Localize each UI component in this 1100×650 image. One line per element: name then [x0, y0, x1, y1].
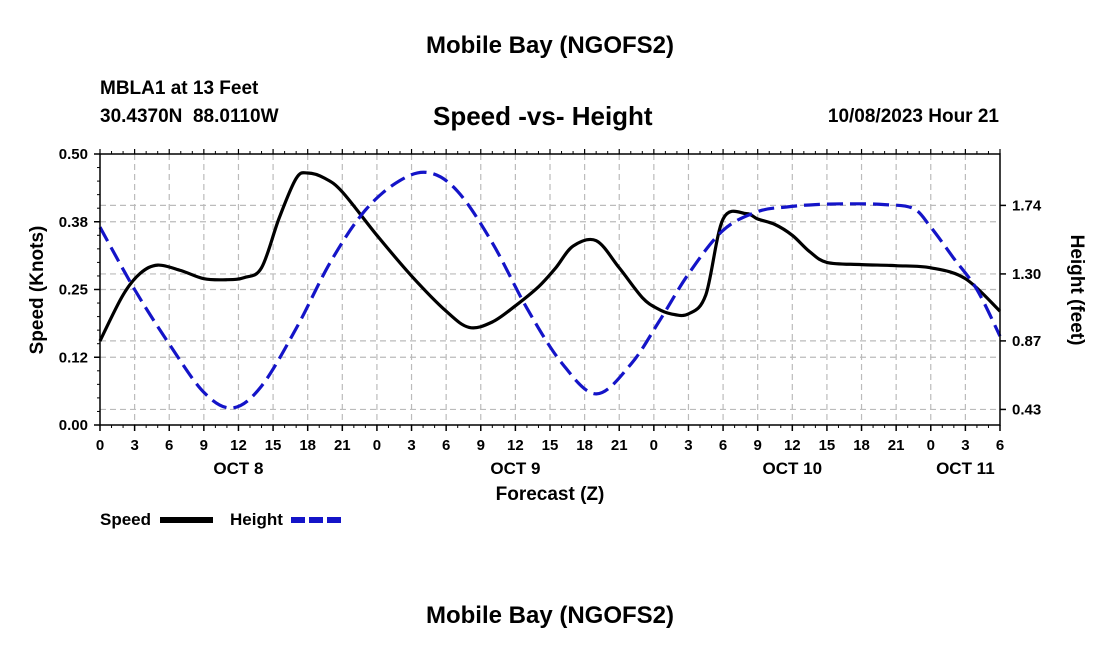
x-tick-label: 15 — [265, 437, 282, 454]
x-tick-label: 3 — [130, 437, 138, 454]
station-coordinates: 30.4370N 88.0110W — [100, 106, 279, 127]
forecast-datetime: 10/08/2023 Hour 21 — [827, 106, 999, 127]
x-tick-label: 0 — [927, 437, 935, 454]
grid — [100, 154, 1000, 425]
x-tick-label: 21 — [611, 437, 628, 454]
x-tick-label: 18 — [853, 437, 870, 454]
x-tick-label: 15 — [542, 437, 559, 454]
legend: Speed Height — [100, 510, 343, 529]
x-tick-label: 6 — [165, 437, 173, 454]
x-axis-title: Forecast (Z) — [496, 484, 605, 505]
x-tick-label: 9 — [200, 437, 208, 454]
y-tick-label: 0.00 — [59, 417, 88, 434]
x-tick-label: 3 — [684, 437, 692, 454]
x-tick-label: 12 — [784, 437, 801, 454]
x-tick-label: 0 — [373, 437, 381, 454]
x-tick-label: 18 — [576, 437, 593, 454]
x-day-label: OCT 11 — [936, 459, 995, 478]
y-tick-label: 0.25 — [59, 282, 88, 299]
x-tick-label: 12 — [230, 437, 247, 454]
chart-subtitle: Speed -vs- Height — [433, 101, 653, 131]
y-axis-title: Speed (Knots) — [27, 226, 48, 355]
x-day-label: OCT 9 — [490, 459, 540, 478]
x-tick-label: 18 — [299, 437, 316, 454]
footer-title: Mobile Bay (NGOFS2) — [425, 602, 675, 629]
series-height-line — [98, 170, 1002, 410]
x-day-label: OCT 8 — [213, 459, 263, 478]
series-speed-line — [98, 171, 1002, 342]
x-tick-label: 0 — [96, 437, 104, 454]
y-tick-label: 0.38 — [59, 214, 88, 231]
page-title: Mobile Bay (NGOFS2) — [425, 32, 675, 59]
x-tick-label: 6 — [719, 437, 727, 454]
y2-tick-label: 0.43 — [1012, 401, 1041, 418]
y2-tick-label: 0.87 — [1012, 333, 1041, 350]
x-tick-label: 6 — [996, 437, 1004, 454]
series-group — [98, 170, 1002, 410]
y2-tick-label: 1.74 — [1012, 197, 1042, 214]
station-label: MBLA1 at 13 Feet — [100, 78, 259, 99]
x-tick-label: 12 — [507, 437, 524, 454]
y-tick-label: 0.12 — [59, 349, 88, 366]
x-tick-label: 3 — [961, 437, 969, 454]
x-tick-label: 9 — [754, 437, 762, 454]
y2-axis-title: Height (feet) — [1066, 235, 1087, 346]
x-tick-label: 21 — [334, 437, 351, 454]
legend-speed-label: Speed — [100, 510, 151, 529]
y2-tick-label: 1.30 — [1012, 266, 1041, 283]
x-day-label: OCT 10 — [763, 459, 823, 478]
legend-height-label: Height — [230, 510, 283, 529]
x-tick-label: 15 — [819, 437, 836, 454]
x-tick-label: 21 — [888, 437, 905, 454]
x-tick-label: 0 — [650, 437, 658, 454]
x-tick-label: 3 — [407, 437, 415, 454]
x-tick-label: 6 — [442, 437, 450, 454]
x-tick-label: 9 — [477, 437, 485, 454]
axes: 0 3 6 9 12 15 18 21 0 3 6 9 12 15 18 21 0 3 6 9 12 15 18 21 0 3 6O… — [59, 146, 1042, 478]
y-tick-label: 0.50 — [59, 146, 88, 163]
